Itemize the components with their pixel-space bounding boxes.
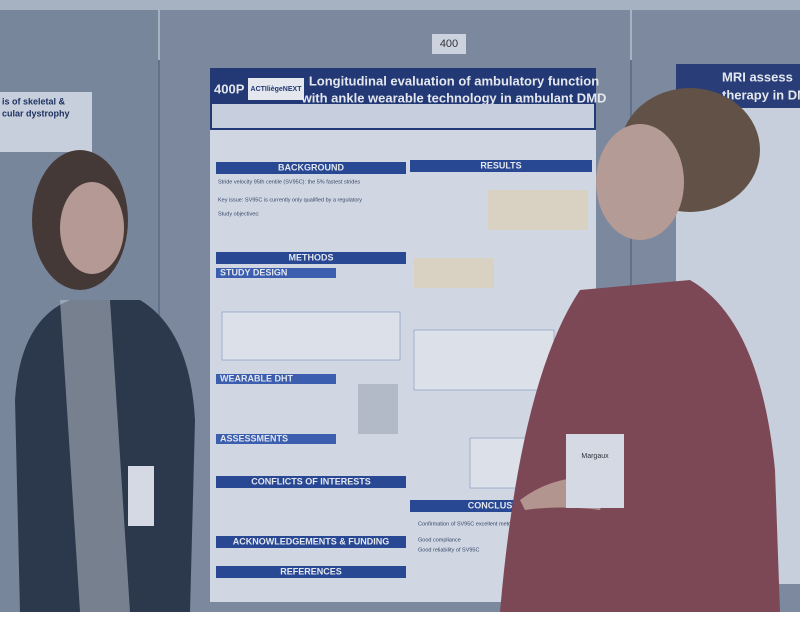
person-right-body <box>500 280 780 612</box>
section-bar <box>216 476 406 488</box>
section-bar <box>216 162 406 174</box>
person-right-face <box>596 124 684 240</box>
section-heading: CONFLICTS OF INTERESTS <box>251 476 371 486</box>
section-bar <box>216 434 336 444</box>
left-poster-title: cular dystrophy <box>2 108 70 118</box>
section-heading: RESULTS <box>480 160 521 170</box>
person-left-face <box>60 182 124 274</box>
person-left-pattern <box>60 300 130 612</box>
logo-box <box>248 78 304 100</box>
body-text: Good compliance <box>418 537 461 543</box>
badge-name: Margaux <box>581 453 609 460</box>
section-heading: WEARABLE DHT <box>220 373 293 383</box>
body-text: Key issue: SV95C is currently only quali… <box>218 197 362 203</box>
results-table <box>488 190 588 230</box>
timeline-chart <box>221 311 401 361</box>
section-heading: CONCLUSIONS <box>468 500 535 510</box>
section-bar <box>216 374 336 384</box>
right-column: RESULTS CONCLUSIONS Confirmation of SV95… <box>410 160 592 553</box>
poster-title: with ankle wearable technology in ambula… <box>301 90 607 105</box>
left-poster-title: is of skeletal & <box>2 96 66 106</box>
poster-title: Longitudinal evaluation of ambulatory fu… <box>309 73 599 88</box>
section-heading: ASSESSMENTS <box>220 433 288 443</box>
right-poster-title: MRI assess <box>722 69 793 84</box>
section-heading: REFERENCES <box>280 566 342 576</box>
badge-right <box>566 434 624 508</box>
section-bar <box>216 536 406 548</box>
results-table <box>414 258 494 288</box>
section-bar <box>216 252 406 264</box>
body-text: Good reliability of SV95C <box>418 547 479 553</box>
logo: ACTIliègeNEXT <box>251 86 303 93</box>
badge-left <box>128 466 154 526</box>
left-poster <box>0 92 92 152</box>
section-heading: STUDY DESIGN <box>220 267 287 277</box>
section-heading: ACKNOWLEDGEMENTS & FUNDING <box>233 536 390 546</box>
authors-block <box>212 104 594 128</box>
poster-id: 400P <box>214 81 245 96</box>
board-number: 400 <box>440 38 458 50</box>
scatter-figure <box>413 329 555 391</box>
board-number-plate <box>432 34 466 54</box>
body-text: Confirmation of SV95C excellent metric p… <box>418 521 540 527</box>
body-text: Study objectives: <box>218 211 260 217</box>
section-bar <box>410 160 592 172</box>
body-text: Stride velocity 95th centile (SV95C): th… <box>218 179 360 185</box>
section-bar <box>216 268 336 278</box>
photo <box>358 384 398 434</box>
section-bar <box>216 566 406 578</box>
right-poster-title: therapy in DM <box>722 87 800 102</box>
section-heading: BACKGROUND <box>278 162 344 172</box>
section-heading: METHODS <box>289 252 334 262</box>
left-column: BACKGROUND Stride velocity 95th centile … <box>216 162 406 578</box>
